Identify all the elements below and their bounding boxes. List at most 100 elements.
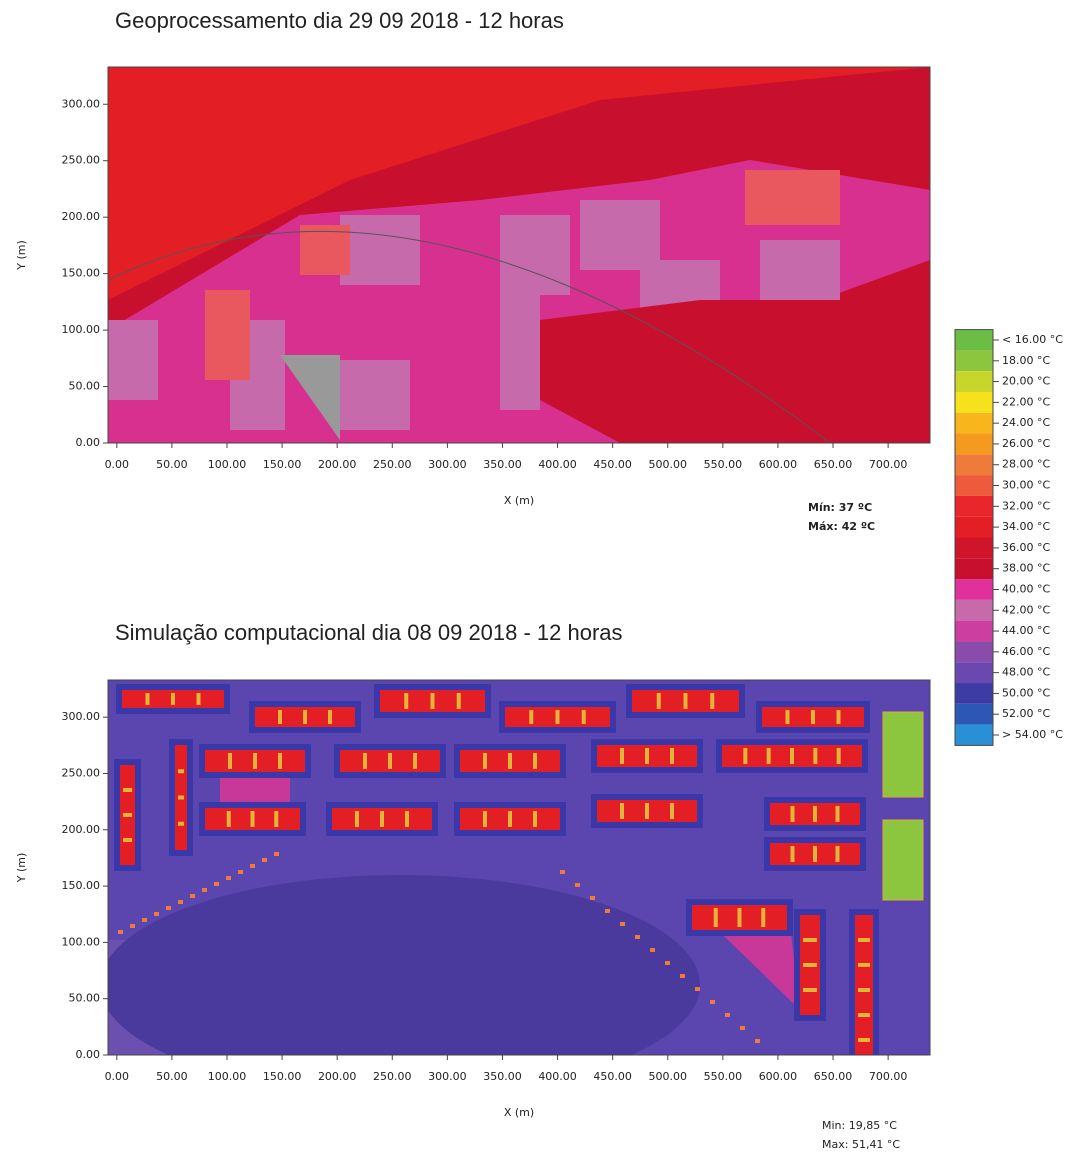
x-tick-label: 0.00 <box>105 458 130 471</box>
y-tick-label: 250.00 <box>62 154 101 167</box>
colorbar-label: 48.00 °C <box>1002 666 1050 679</box>
building-dot <box>811 710 815 724</box>
colorbar-cell <box>955 538 993 559</box>
tree-dot <box>202 888 207 892</box>
x-tick-label: 650.00 <box>814 1070 853 1083</box>
x-tick-label: 550.00 <box>704 1070 743 1083</box>
tree-dot <box>238 870 243 874</box>
x-tick-label: 300.00 <box>428 1070 467 1083</box>
colorbar-label: 24.00 °C <box>1002 416 1050 429</box>
x-tick-label: 50.00 <box>156 1070 188 1083</box>
tree-dot <box>680 974 685 978</box>
y-tick-label: 150.00 <box>62 267 101 280</box>
tree-dot <box>214 882 219 886</box>
building-dot <box>508 811 512 827</box>
building-dot <box>803 988 817 992</box>
tree-dot <box>740 1026 745 1030</box>
x-tick-label: 350.00 <box>483 1070 522 1083</box>
building-dot <box>178 796 184 800</box>
x-tick-label: 600.00 <box>759 1070 798 1083</box>
building-dot <box>197 693 201 705</box>
tree-dot <box>605 909 610 913</box>
building-dot <box>483 811 487 827</box>
colorbar-cell <box>955 475 993 496</box>
heatmap-sim <box>100 680 930 1095</box>
y-axis-label: Y (m) <box>15 240 28 271</box>
colorbar-cell <box>955 641 993 662</box>
building-dot <box>355 811 359 827</box>
y-tick-label: 300.00 <box>62 710 101 723</box>
colorbar-cell <box>955 330 993 351</box>
y-tick-label: 300.00 <box>62 97 101 110</box>
building-dot <box>178 822 184 826</box>
building-dot <box>791 846 795 862</box>
colorbar-cell <box>955 517 993 538</box>
colorbar-label: 26.00 °C <box>1002 437 1050 450</box>
x-tick-label: 650.00 <box>814 458 853 471</box>
building-dot <box>123 788 132 792</box>
x-tick-label: 200.00 <box>318 458 357 471</box>
x-tick-label: 400.00 <box>538 458 577 471</box>
tree-dot <box>250 864 255 868</box>
building-dot <box>743 748 747 764</box>
colorbar-label: 30.00 °C <box>1002 479 1050 492</box>
annotation: Min: 19,85 °C <box>822 1119 897 1132</box>
building-dot <box>405 811 409 827</box>
x-tick-label: 300.00 <box>428 458 467 471</box>
y-tick-label: 200.00 <box>62 210 101 223</box>
colorbar-cell <box>955 496 993 517</box>
colorbar-cell <box>955 704 993 725</box>
building-dot <box>227 811 231 827</box>
tree-dot <box>620 922 625 926</box>
building-dot <box>803 938 817 942</box>
y-tick-label: 50.00 <box>69 380 101 393</box>
building-dot <box>836 846 840 862</box>
y-tick-label: 0.00 <box>76 436 101 449</box>
colorbar-cell <box>955 579 993 600</box>
tree-dot <box>142 918 147 922</box>
building-dot <box>178 769 184 773</box>
building-dot <box>738 908 742 927</box>
colorbar-label: 28.00 °C <box>1002 458 1050 471</box>
colorbar-cell <box>955 434 993 455</box>
building-dot <box>533 811 537 827</box>
colorbar-cell <box>955 600 993 621</box>
x-tick-label: 50.00 <box>156 458 188 471</box>
y-tick-label: 50.00 <box>69 992 101 1005</box>
building-dot <box>171 693 175 705</box>
x-tick-label: 450.00 <box>593 1070 632 1083</box>
building-dot <box>670 803 674 819</box>
colorbar-label: 50.00 °C <box>1002 686 1050 699</box>
building-dot <box>529 710 533 724</box>
colorbar-label: 46.00 °C <box>1002 645 1050 658</box>
y-tick-label: 250.00 <box>62 766 101 779</box>
building-dot <box>556 710 560 724</box>
building-dot <box>761 908 765 927</box>
tree-dot <box>560 870 565 874</box>
colorbar-cell <box>955 662 993 683</box>
tree-dot <box>755 1039 760 1043</box>
tree-dot <box>154 912 159 916</box>
y-tick-label: 200.00 <box>62 823 101 836</box>
tree-dot <box>695 987 700 991</box>
building-dot <box>228 753 232 769</box>
building-dot <box>380 811 384 827</box>
x-tick-label: 200.00 <box>318 1070 357 1083</box>
tree-dot <box>166 906 171 910</box>
figure: Geoprocessamento dia 29 09 2018 - 12 hor… <box>0 0 1081 1153</box>
building-dot <box>620 748 624 764</box>
building-dot <box>303 710 307 724</box>
building-dot <box>767 748 771 764</box>
building-dot <box>278 710 282 724</box>
tree-dot <box>725 1013 730 1017</box>
building-dot <box>645 803 649 819</box>
chart-title: Simulação computacional dia 08 09 2018 -… <box>115 620 623 645</box>
colorbar-cell <box>955 725 993 746</box>
building-dot <box>328 710 332 724</box>
colorbar-cell <box>955 454 993 475</box>
building-dot <box>123 813 132 817</box>
x-tick-label: 150.00 <box>263 1070 302 1083</box>
building-dot <box>858 1038 870 1042</box>
x-tick-label: 0.00 <box>105 1070 130 1083</box>
y-axis-label: Y (m) <box>15 853 28 884</box>
